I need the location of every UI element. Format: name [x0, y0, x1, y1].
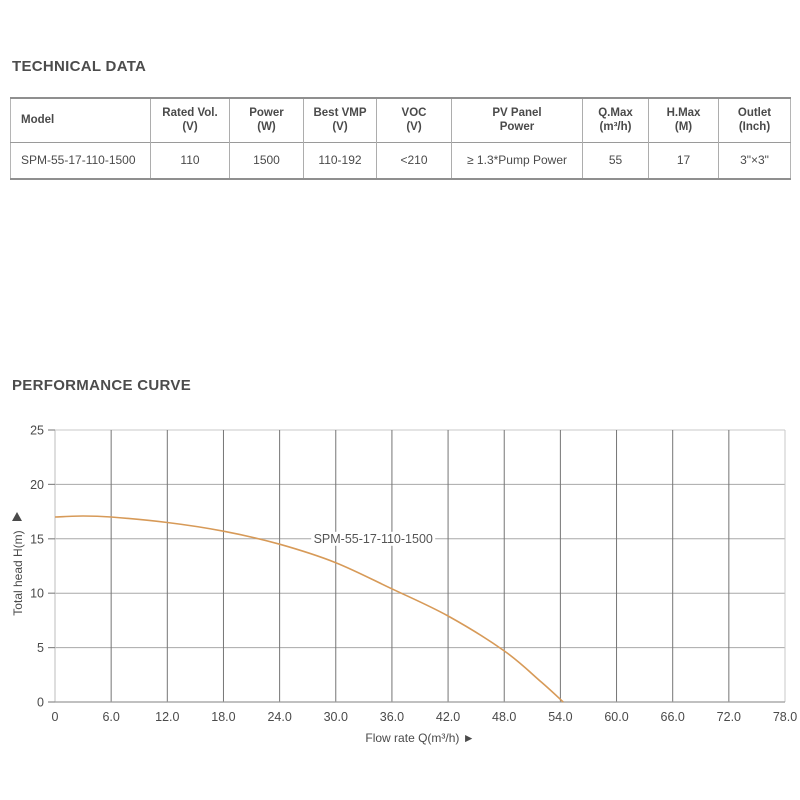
y-tick-label: 15: [30, 532, 44, 546]
col-header-hmax: H.Max (M): [648, 98, 719, 142]
technical-data-title: TECHNICAL DATA: [12, 58, 147, 75]
y-tick-label: 0: [37, 696, 44, 710]
cell-model: SPM-55-17-110-1500: [10, 142, 151, 179]
x-tick-label: 30.0: [324, 710, 348, 724]
cell-rated-vol: 110: [150, 142, 230, 179]
performance-chart-area: 0 5 10 15 20 25 0 6.0 12.0 18.0 24.0 30.0 36.0 42.0 48…: [0, 415, 800, 765]
cell-qmax: 55: [582, 142, 649, 179]
x-tick-label: 48.0: [492, 710, 516, 724]
col-header-power: Power (W): [229, 98, 304, 142]
cell-outlet: 3"×3": [718, 142, 791, 179]
x-tick-label: 24.0: [267, 710, 291, 724]
cell-pv-panel-power: ≥ 1.3*Pump Power: [451, 142, 583, 179]
table-header-row: Model Rated Vol. (V) Power (W) Best VMP …: [10, 98, 791, 142]
y-tick-label: 20: [30, 478, 44, 492]
x-tick-label: 72.0: [717, 710, 741, 724]
performance-curve-title: PERFORMANCE CURVE: [12, 377, 192, 394]
y-axis-arrow-icon: [12, 512, 22, 521]
x-tick-label: 6.0: [102, 710, 119, 724]
x-tick-label: 54.0: [548, 710, 572, 724]
x-tick-label: 12.0: [155, 710, 179, 724]
col-header-best-vmp: Best VMP (V): [303, 98, 377, 142]
y-tick-label: 10: [30, 587, 44, 601]
cell-power: 1500: [229, 142, 304, 179]
x-tick-label: 36.0: [380, 710, 404, 724]
series-label: SPM-55-17-110-1500: [314, 532, 433, 546]
y-axis-label: Total head H(m): [11, 530, 25, 615]
cell-hmax: 17: [648, 142, 719, 179]
performance-chart: 0 5 10 15 20 25 0 6.0 12.0 18.0 24.0 30.0 36.0 42.0 48…: [11, 424, 797, 746]
col-header-qmax: Q.Max (m³/h): [582, 98, 649, 142]
col-header-rated-vol: Rated Vol. (V): [150, 98, 230, 142]
col-header-model: Model: [10, 98, 151, 142]
x-tick-label: 42.0: [436, 710, 460, 724]
pump-curve: [54, 515, 564, 703]
technical-data-table: Model Rated Vol. (V) Power (W) Best VMP …: [10, 97, 791, 180]
cell-voc: <210: [376, 142, 452, 179]
col-header-pv-panel-power: PV Panel Power: [451, 98, 583, 142]
x-tick-label: 18.0: [211, 710, 235, 724]
cell-best-vmp: 110-192: [303, 142, 377, 179]
y-tick-label: 5: [37, 641, 44, 655]
x-tick-label: 60.0: [604, 710, 628, 724]
x-tick-label: 66.0: [661, 710, 685, 724]
x-axis-label: Flow rate Q(m³/h) ►: [365, 731, 474, 745]
col-header-voc: VOC (V): [376, 98, 452, 142]
x-tick-label: 78.0: [773, 710, 797, 724]
col-header-outlet: Outlet (Inch): [718, 98, 791, 142]
series-label-bg: [311, 531, 436, 546]
table-row: SPM-55-17-110-1500 110 1500 110-192 <210…: [10, 142, 791, 179]
y-tick-label: 25: [30, 424, 44, 438]
x-tick-label: 0: [52, 710, 59, 724]
